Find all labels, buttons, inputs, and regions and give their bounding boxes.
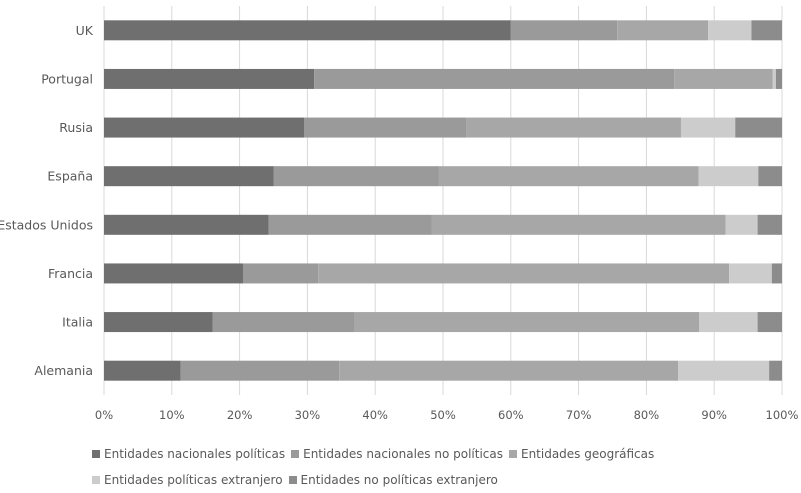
bar-segment (339, 360, 679, 381)
bar-segment (104, 20, 511, 41)
category-label: España (47, 169, 93, 184)
legend-label: Entidades no políticas extranjero (300, 473, 498, 487)
bar-segment (104, 360, 181, 381)
bar-segment (354, 312, 700, 333)
bar-segment (775, 68, 782, 89)
bar-segment (212, 312, 355, 333)
legend-label: Entidades geográficas (520, 447, 655, 461)
bar-segment (431, 214, 726, 235)
x-tick-label: 100% (766, 408, 799, 422)
x-tick-label: 20% (227, 408, 253, 422)
legend-item: Entidades geográficas (508, 447, 655, 461)
bar-segment (438, 166, 699, 187)
bar-segment (757, 214, 782, 235)
legend-label: Entidades políticas extranjero (104, 473, 283, 487)
x-tick-labels: 0% 10% 20% 30% 40% 50% 60% 70% 80% 90% 100% (95, 408, 799, 422)
legend-item: Entidades no políticas extranjero (288, 473, 498, 487)
legend-swatch (291, 450, 300, 458)
legend-item: Entidades nacionales no políticas (291, 447, 503, 461)
category-label: Portugal (41, 71, 93, 86)
x-tick-label: 60% (498, 408, 524, 422)
x-tick-label: 80% (634, 408, 660, 422)
bar-segment (708, 20, 752, 41)
bars (104, 20, 782, 381)
bar-segment (698, 166, 759, 187)
bar-segment (104, 214, 269, 235)
legend: Entidades nacionales políticas Entidades … (92, 441, 732, 493)
legend-row: Entidades políticas extranjero Entidades … (92, 467, 732, 493)
bar-segment (729, 263, 772, 284)
bar-segment (751, 20, 782, 41)
bar-segment (771, 263, 782, 284)
bar-segment (314, 68, 675, 89)
bar-segment (268, 214, 432, 235)
bar-segment (104, 166, 274, 187)
bar-segment (757, 312, 782, 333)
bar-segment (772, 68, 776, 89)
x-tick-label: 40% (362, 408, 388, 422)
bar-segment (104, 117, 305, 138)
bar-segment (242, 263, 319, 284)
legend-swatch (508, 450, 517, 458)
legend-item: Entidades nacionales políticas (92, 447, 285, 461)
bar-segment (104, 68, 315, 89)
bar-segment (725, 214, 758, 235)
bar-segment (273, 166, 439, 187)
bar-segment (699, 312, 758, 333)
x-tick-label: 10% (159, 408, 185, 422)
bar-segment (304, 117, 467, 138)
x-tick-label: 70% (566, 408, 592, 422)
bar-segment (674, 68, 773, 89)
bar-segment (180, 360, 340, 381)
legend-label: Entidades nacionales políticas (104, 447, 286, 461)
category-label: Estados Unidos (0, 217, 93, 232)
bar-segment (769, 360, 782, 381)
bar-segment (678, 360, 770, 381)
bar-segment (510, 20, 618, 41)
legend-row: Entidades nacionales políticas Entidades … (92, 441, 732, 467)
x-tick-label: 90% (701, 408, 727, 422)
bar-segment (318, 263, 730, 284)
x-tick-label: 0% (95, 408, 113, 422)
gridlines (103, 6, 783, 395)
bar-segment (104, 263, 243, 284)
category-label: Francia (48, 266, 93, 281)
category-labels: UK Portugal Rusia España Estados Unidos Franc… (0, 23, 94, 378)
category-label: Rusia (59, 120, 93, 135)
bar-segment (104, 312, 213, 333)
x-tick-label: 50% (430, 408, 456, 422)
legend-item: Entidades políticas extranjero (92, 473, 283, 487)
bar-segment (617, 20, 709, 41)
legend-swatch (92, 450, 100, 458)
legend-swatch (288, 476, 297, 484)
bar-segment (758, 166, 782, 187)
bar-segment (735, 117, 782, 138)
category-label: Alemania (34, 363, 93, 378)
legend-label: Entidades nacionales no políticas (303, 447, 503, 461)
x-tick-label: 30% (295, 408, 321, 422)
bar-segment (466, 117, 681, 138)
category-label: Italia (62, 315, 93, 330)
legend-swatch (92, 476, 100, 484)
bar-segment (680, 117, 736, 138)
category-label: UK (76, 23, 94, 38)
